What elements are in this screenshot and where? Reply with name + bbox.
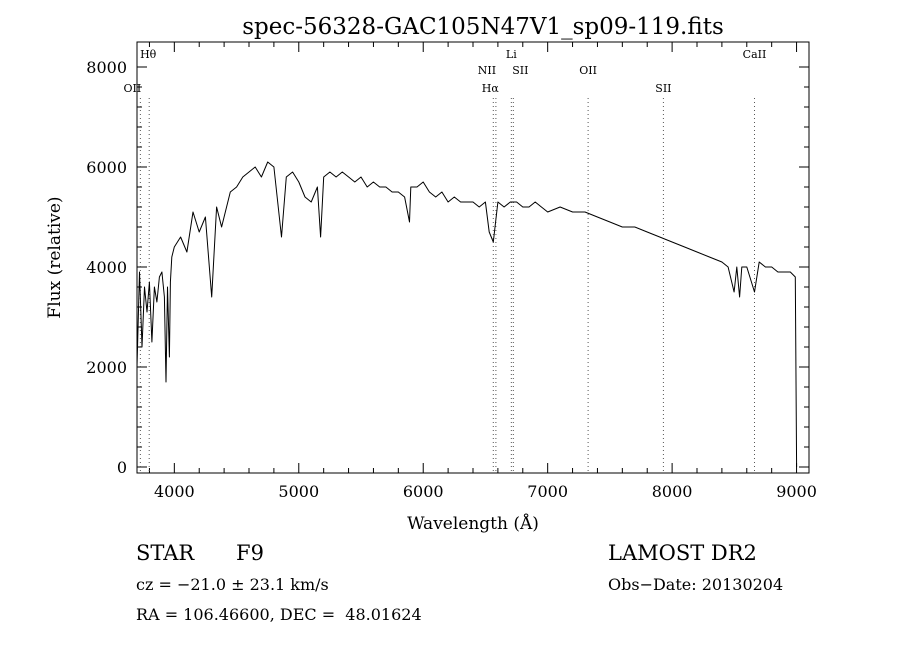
y-tick-label: 2000: [86, 358, 127, 377]
y-tick-label: 0: [117, 458, 127, 477]
feature-label: OII: [124, 82, 142, 95]
feature-label: CaII: [743, 48, 767, 61]
x-tick-label: 7000: [527, 482, 568, 501]
object-class: STAR: [136, 541, 195, 565]
x-tick-label: 6000: [403, 482, 444, 501]
x-tick-label: 8000: [652, 482, 693, 501]
feature-label: SII: [512, 64, 528, 77]
x-axis-label: Wavelength (Å): [407, 513, 539, 534]
y-axis-label: Flux (relative): [45, 196, 65, 318]
y-tick-label: 8000: [86, 58, 127, 77]
feature-label: Hα: [482, 82, 500, 95]
feature-label: SII: [655, 82, 671, 95]
x-tick-label: 4000: [154, 482, 195, 501]
x-tick-label: 5000: [278, 482, 319, 501]
feature-label: Hθ: [140, 48, 157, 61]
feature-label: Li: [506, 48, 517, 61]
redshift-text: cz = −21.0 ± 23.1 km/s: [136, 575, 329, 594]
coordinates-text: RA = 106.46600, DEC = 48.01624: [136, 605, 422, 624]
feature-label: NII: [478, 64, 496, 77]
chart-title: spec-56328-GAC105N47V1_sp09-119.fits: [242, 14, 724, 40]
y-tick-label: 6000: [86, 158, 127, 177]
y-tick-label: 4000: [86, 258, 127, 277]
survey-label: LAMOST DR2: [608, 541, 757, 565]
x-tick-label: 9000: [776, 482, 817, 501]
plot-frame: [136, 41, 810, 474]
spectrum-line: [136, 161, 798, 468]
feature-label: OII: [579, 64, 597, 77]
spectral-subclass: F9: [236, 541, 264, 565]
obs-date-text: Obs−Date: 20130204: [608, 575, 784, 594]
